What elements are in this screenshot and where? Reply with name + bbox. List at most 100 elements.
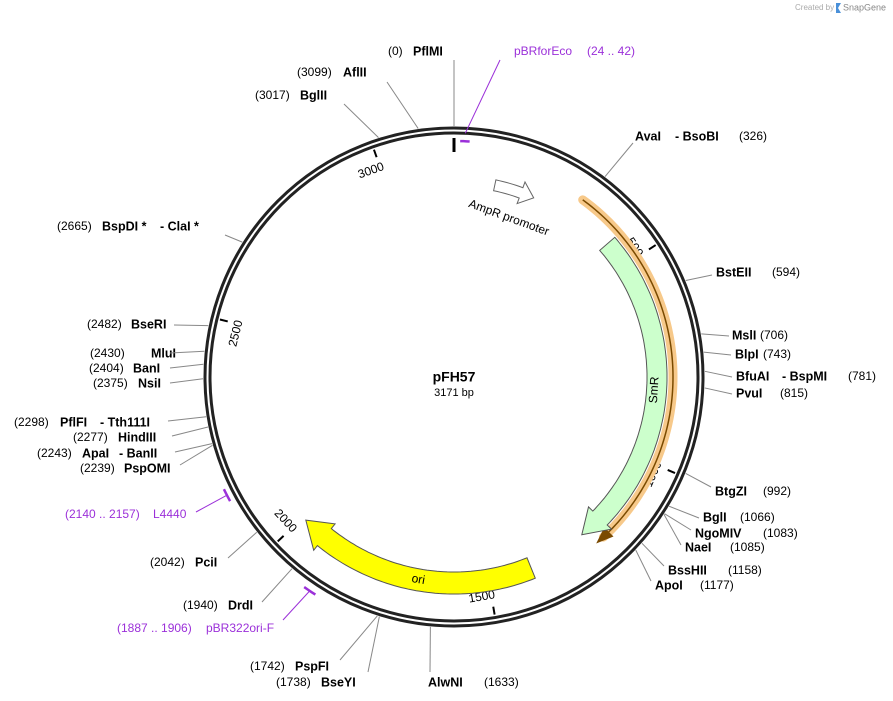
site-name: HindIII xyxy=(118,430,156,444)
site-position: (992) xyxy=(763,484,791,498)
site-name: NgoMIV xyxy=(695,526,742,540)
primer-name: pBRforEco xyxy=(514,44,572,58)
feature-label: AmpR promoter xyxy=(467,196,551,238)
site-connector xyxy=(704,387,733,395)
site-name: DrdI xyxy=(228,598,253,612)
site-position: (1177) xyxy=(700,578,734,592)
site-name: PspFI xyxy=(295,659,329,673)
site-connector xyxy=(169,378,204,384)
site-name: BfuAI xyxy=(736,369,769,383)
site-position: (2298) xyxy=(14,415,49,429)
primer-mark xyxy=(222,488,232,502)
site-connector xyxy=(179,444,213,466)
site-connector xyxy=(367,616,380,673)
site-name: BlpI xyxy=(735,347,759,361)
site-position: (815) xyxy=(780,386,808,400)
site-position: (1066) xyxy=(740,510,775,524)
highlight-head xyxy=(596,527,614,544)
site-connector xyxy=(386,81,419,129)
site-name: BseYI xyxy=(321,675,356,689)
site-name: AlwNI xyxy=(428,675,463,689)
site-name: PciI xyxy=(195,555,217,569)
site-connector xyxy=(167,416,207,422)
site-position: (743) xyxy=(763,347,791,361)
site-name: PspOMI xyxy=(124,461,171,475)
primer-connector xyxy=(464,59,501,134)
site-name: BanI xyxy=(133,361,160,375)
site-position: (326) xyxy=(739,129,767,143)
site-position: (1158) xyxy=(728,563,762,577)
scale-tick xyxy=(373,149,378,158)
site-position: (2665) xyxy=(57,219,92,233)
scale-label: 3000 xyxy=(356,159,386,181)
site-name: BspDI * xyxy=(102,219,147,233)
site-connector xyxy=(635,549,652,582)
site-name: NsiI xyxy=(138,376,161,390)
scale-tick xyxy=(492,606,496,615)
site-name: BglII xyxy=(300,88,327,102)
site-position: (1940) xyxy=(183,598,218,612)
site-name: BtgZI xyxy=(715,484,747,498)
primer-mark xyxy=(303,586,317,596)
primer-range: (2140 .. 2157) xyxy=(65,507,140,521)
feature-label: SmR xyxy=(646,376,662,404)
feature-arrow xyxy=(493,179,535,205)
site-connector xyxy=(703,351,732,356)
site-position: (3017) xyxy=(255,88,290,102)
site-position: (781) xyxy=(848,369,876,383)
site-connector xyxy=(173,324,209,327)
backbone-inner xyxy=(208,131,700,623)
site-position: (1085) xyxy=(730,540,765,554)
credit-brand: SnapGene xyxy=(843,2,886,12)
site-name: NaeI xyxy=(685,540,711,554)
site-connector xyxy=(664,513,692,531)
backbone-outer xyxy=(203,126,705,628)
site-name: PflFI xyxy=(60,415,87,429)
scale-label: 2000 xyxy=(272,506,301,535)
site-name: - BsoBI xyxy=(675,129,719,143)
site-name: MslI xyxy=(732,328,756,342)
primer-range: (1887 .. 1906) xyxy=(117,621,192,635)
primer-connector xyxy=(282,590,311,621)
site-connector xyxy=(663,514,682,546)
site-connector xyxy=(685,473,712,488)
site-position: (0) xyxy=(388,44,403,58)
site-connector xyxy=(668,505,700,519)
site-name: - ClaI * xyxy=(160,219,199,233)
feature-label: ori xyxy=(411,571,427,587)
site-name: ApaI xyxy=(82,446,109,460)
primer-range: (24 .. 42) xyxy=(587,44,635,58)
site-connector xyxy=(701,333,730,337)
feature-arrow xyxy=(581,236,668,536)
primer-name: L4440 xyxy=(153,507,187,521)
site-connector xyxy=(685,274,713,282)
site-name: BstEII xyxy=(716,265,751,279)
site-position: (2243) xyxy=(37,446,72,460)
plasmid-name: pFH57 xyxy=(433,369,476,385)
site-connector xyxy=(171,426,209,437)
scale-tick xyxy=(648,244,657,251)
site-position: (2042) xyxy=(150,555,185,569)
site-connector xyxy=(261,568,293,603)
site-name: BssHII xyxy=(668,563,707,577)
site-position: (2375) xyxy=(93,376,128,390)
site-name: - Tth111I xyxy=(100,415,150,429)
site-position: (1738) xyxy=(276,675,311,689)
site-connector xyxy=(169,363,204,369)
site-position: (706) xyxy=(760,328,788,342)
highlight-line xyxy=(582,199,674,540)
site-connector xyxy=(604,142,634,177)
site-connector xyxy=(339,615,378,661)
site-connector xyxy=(227,531,258,559)
site-position: (2430) xyxy=(90,346,125,360)
site-position: (594) xyxy=(772,265,800,279)
credit-prefix: Created by xyxy=(795,3,834,12)
site-name: PvuI xyxy=(736,386,762,400)
site-position: (1742) xyxy=(250,659,285,673)
site-connector xyxy=(343,103,379,138)
site-connector xyxy=(224,234,243,243)
site-name: ApoI xyxy=(655,578,683,592)
site-position: (1083) xyxy=(763,526,798,540)
site-name: - BanII xyxy=(119,446,157,460)
